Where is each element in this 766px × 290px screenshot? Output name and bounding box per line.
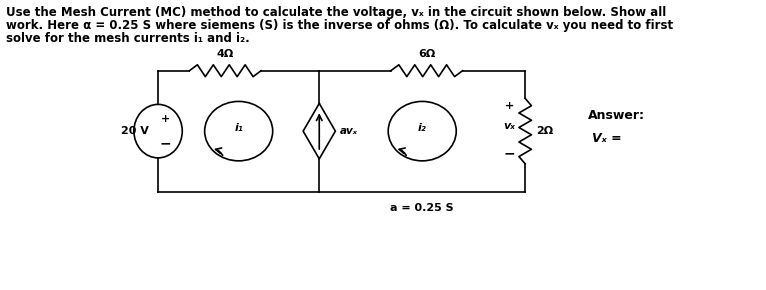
Text: 6Ω: 6Ω [418, 49, 435, 59]
Text: +: + [505, 102, 514, 111]
Text: Use the Mesh Current (MC) method to calculate the voltage, vₓ in the circuit sho: Use the Mesh Current (MC) method to calc… [6, 6, 666, 19]
Text: −: − [159, 136, 171, 150]
Text: i₂: i₂ [417, 123, 427, 133]
Text: 2Ω: 2Ω [536, 126, 553, 136]
Text: 20 V: 20 V [121, 126, 149, 136]
Text: +: + [161, 114, 170, 124]
Text: −: − [503, 146, 515, 160]
Text: avₓ: avₓ [340, 126, 358, 136]
Text: i₁: i₁ [234, 123, 243, 133]
Text: 4Ω: 4Ω [217, 49, 234, 59]
Text: vₓ: vₓ [503, 121, 515, 131]
Text: a = 0.25 S: a = 0.25 S [391, 203, 454, 213]
Text: solve for the mesh currents i₁ and i₂.: solve for the mesh currents i₁ and i₂. [6, 32, 250, 45]
Text: Answer:: Answer: [588, 109, 645, 122]
Text: work. Here α = 0.25 S where siemens (S) is the inverse of ohms (Ω). To calculate: work. Here α = 0.25 S where siemens (S) … [6, 19, 673, 32]
Text: Vₓ =: Vₓ = [592, 132, 622, 145]
